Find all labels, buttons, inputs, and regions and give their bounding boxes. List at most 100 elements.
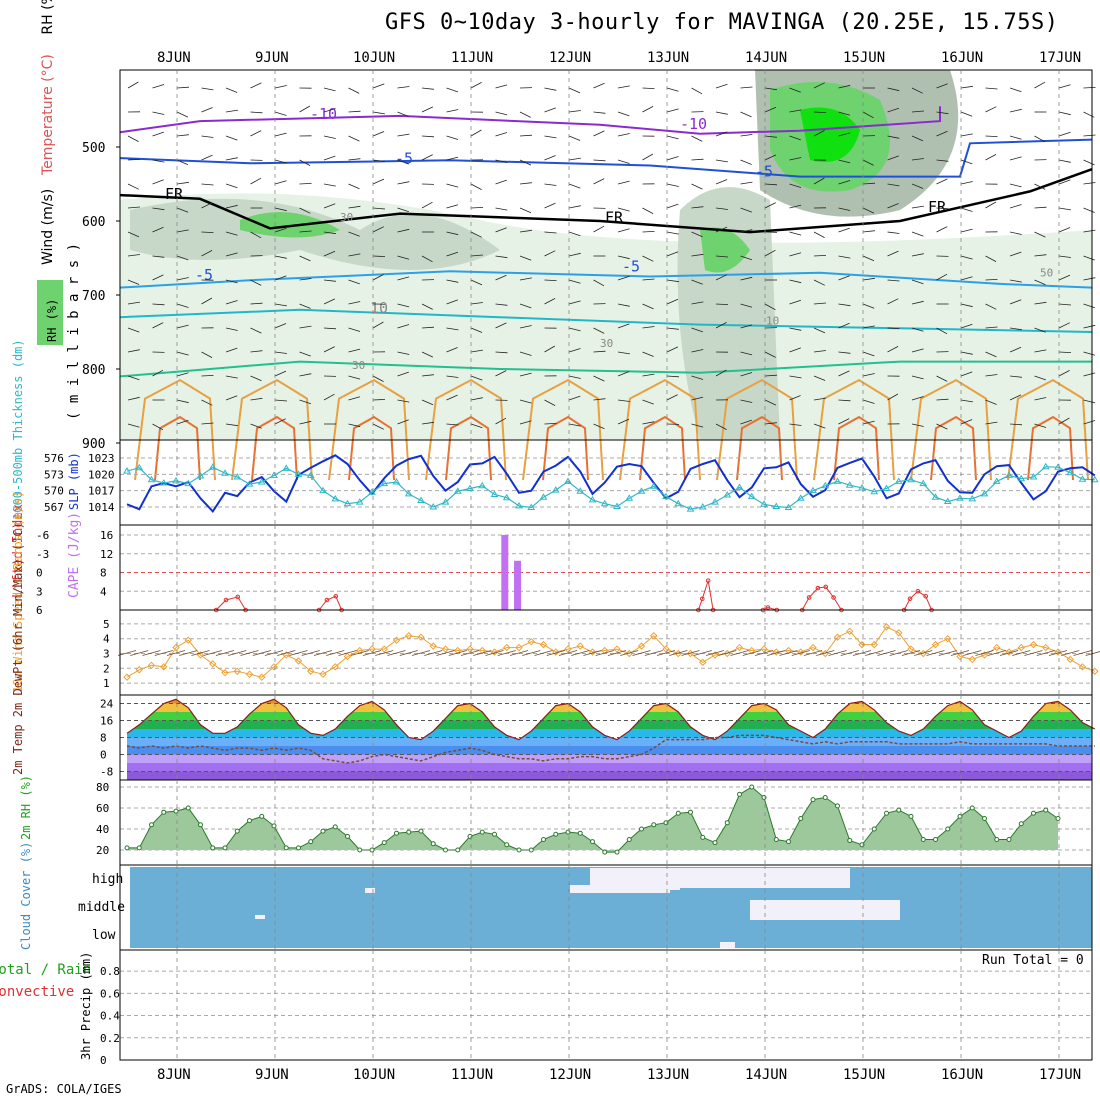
li-tick-label: -6 <box>36 529 49 542</box>
wind-barb <box>691 349 704 353</box>
wind-barb <box>617 255 630 260</box>
wind-barb <box>838 322 850 329</box>
wind-barb <box>985 154 997 161</box>
surface-wind-barb <box>313 650 333 656</box>
surface-wind-barb <box>179 650 198 656</box>
wind-barb <box>593 159 606 162</box>
wind-barb <box>201 202 213 209</box>
wind-barb <box>911 253 924 257</box>
wind-barb <box>176 111 189 118</box>
date-label-top: 13JUN <box>647 50 689 66</box>
li-point <box>333 593 339 599</box>
wind-barb <box>691 253 704 257</box>
contour-label: 50 <box>1040 267 1053 280</box>
thickness-tick-label: 567 <box>44 501 64 514</box>
rh-tick-label: 40 <box>96 823 109 836</box>
wind-speed-point <box>221 669 229 677</box>
thickness-point <box>564 477 572 484</box>
wind-barb <box>372 399 386 401</box>
wind-barb <box>642 421 655 425</box>
wind-barb <box>1083 399 1096 404</box>
wind-barb <box>1009 231 1022 235</box>
precip-tick-label: 0.2 <box>100 1032 120 1045</box>
wind-barb <box>372 83 385 89</box>
rh-point <box>798 816 804 821</box>
wind-barb <box>250 302 263 305</box>
rh-point <box>198 822 203 828</box>
rh-point <box>504 842 510 848</box>
wind-speed-point <box>270 663 278 671</box>
wind-speed-point <box>539 640 548 649</box>
wind-barb <box>862 207 875 214</box>
wind-barb <box>813 397 826 401</box>
rh-point <box>969 805 975 811</box>
wind-barb <box>617 275 630 281</box>
wind-barb <box>960 371 973 377</box>
wind-barb <box>446 347 458 353</box>
rh-point <box>479 829 485 835</box>
precip-tick-label: 0.4 <box>100 1010 120 1023</box>
wind-speed-point <box>895 629 903 637</box>
thickness-point <box>894 477 903 484</box>
wind-barb <box>1058 370 1070 377</box>
thickness-point <box>233 473 242 480</box>
wind-barb <box>715 207 728 210</box>
rh-point <box>847 838 853 844</box>
li-point <box>765 605 771 610</box>
wind-barb <box>936 423 948 430</box>
wind-barb <box>446 251 459 257</box>
wind-barb <box>1009 327 1022 331</box>
rh-point <box>822 795 828 800</box>
thickness-point <box>809 486 817 494</box>
wind-barb <box>985 303 997 310</box>
thickness-point <box>674 499 683 507</box>
thickness-point <box>833 477 842 484</box>
wind-barb <box>691 231 703 238</box>
date-label-bottom: 13JUN <box>647 1067 689 1083</box>
thickness-point <box>723 491 732 498</box>
wind-barb <box>495 255 508 259</box>
wind-speed-point <box>343 652 352 661</box>
wind-barb <box>911 423 924 427</box>
wind-barb <box>421 374 434 377</box>
wind-barb <box>1058 274 1071 281</box>
wind-barb <box>519 111 531 118</box>
wind-barb <box>127 327 140 333</box>
wind-barb <box>960 323 973 329</box>
wind-speed-point <box>993 643 1001 652</box>
wind-barb <box>274 227 287 233</box>
wind-barb <box>960 181 973 185</box>
wind-barb <box>201 351 213 358</box>
wind-barb <box>446 109 459 113</box>
slp-line <box>126 454 1096 514</box>
wind-barb <box>568 252 581 257</box>
wind-barb <box>176 86 190 89</box>
wind-barb <box>838 418 850 425</box>
surface-wind-barb <box>963 650 982 656</box>
wind-barb <box>617 371 630 377</box>
li-point <box>823 584 829 590</box>
wind-barb <box>813 130 825 137</box>
date-label-top: 12JUN <box>549 50 591 66</box>
temp-axis-label: 2m Temp 2m DewPt (6hr Min/Max) (°C) <box>11 522 25 775</box>
wind-speed-point <box>503 643 511 652</box>
wind-barb <box>1083 207 1095 213</box>
wind-barb <box>789 135 801 141</box>
wind-barb <box>127 254 140 257</box>
wind-barb <box>593 423 605 430</box>
wind-barb <box>936 226 948 233</box>
surface-wind-barb <box>950 650 970 656</box>
wind-barb <box>299 278 312 281</box>
wind-barb <box>691 183 703 190</box>
wind-barb <box>1083 87 1096 89</box>
date-label-bottom: 16JUN <box>941 1067 983 1083</box>
wind-tick-label: 5 <box>103 618 110 631</box>
rh-point <box>332 824 338 830</box>
wind-barb <box>1083 277 1096 281</box>
wind-barb <box>421 326 435 329</box>
wind-barb <box>1058 111 1071 116</box>
wind-barb <box>1083 134 1096 137</box>
wind-barb <box>568 87 581 94</box>
wind-speed-point <box>588 648 597 656</box>
wind-barb <box>397 399 410 403</box>
